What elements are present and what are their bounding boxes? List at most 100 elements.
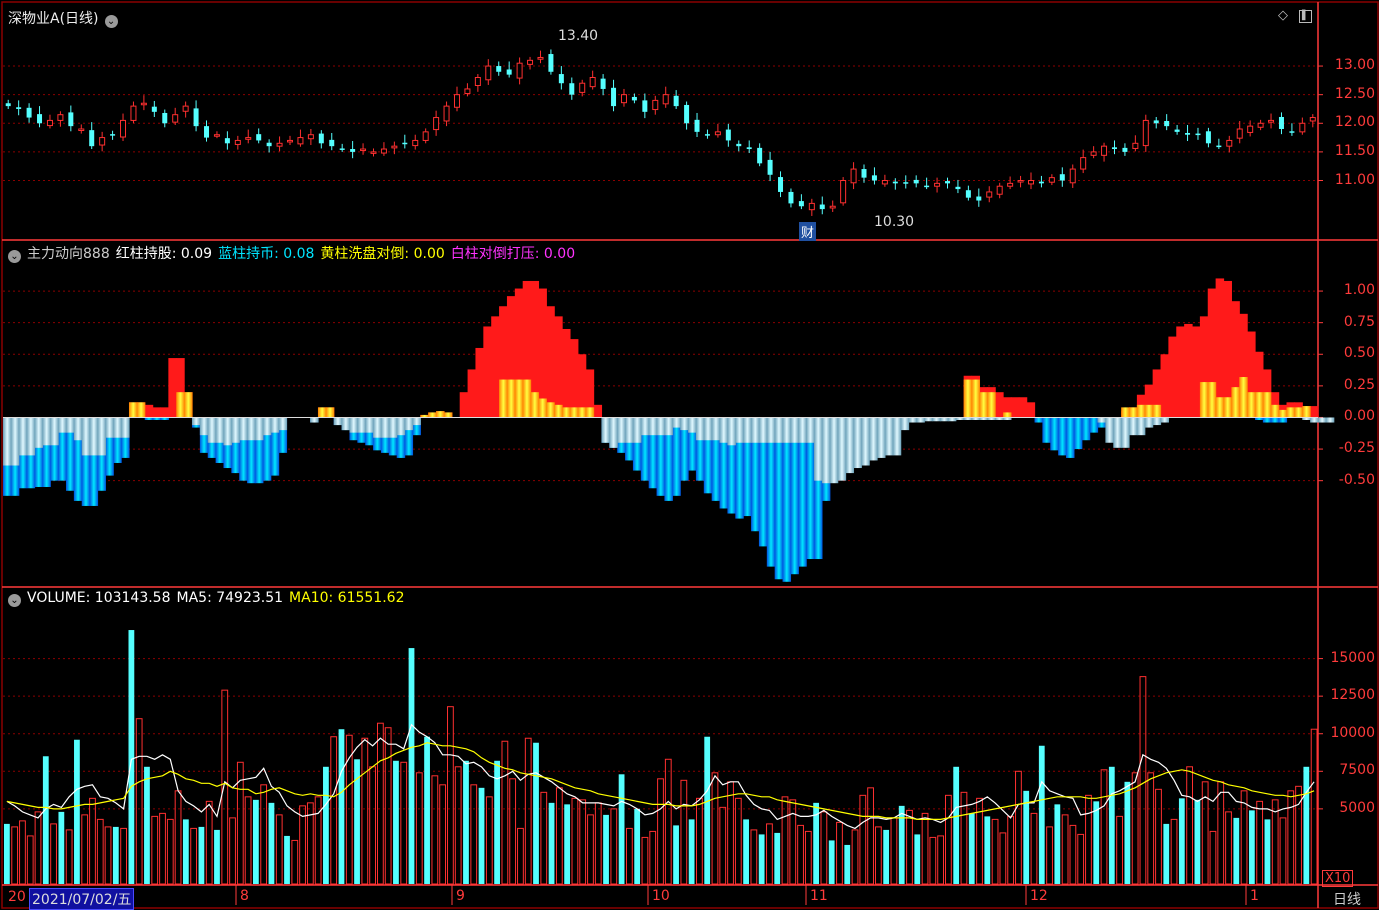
- white-bar: [310, 417, 319, 423]
- blue-bar: [806, 417, 815, 560]
- blue-bar: [1278, 417, 1288, 423]
- candle-body: [1080, 157, 1087, 170]
- dropdown-icon[interactable]: ⌄: [8, 250, 21, 263]
- window-toggle-icon[interactable]: ▌: [1299, 10, 1312, 23]
- candle-body: [1007, 182, 1014, 187]
- candle-body: [443, 105, 450, 122]
- candle-body: [1226, 139, 1233, 147]
- volume-bar: [1201, 781, 1209, 885]
- candle-body: [245, 137, 252, 140]
- white-bar: [404, 417, 414, 431]
- white-bar: [373, 417, 382, 438]
- white-bar: [814, 417, 823, 481]
- volume-bar: [664, 758, 672, 885]
- volume-field: MA10: 61551.62: [289, 590, 405, 606]
- white-bar: [908, 417, 918, 423]
- volume-bar: [151, 815, 159, 885]
- candle-body: [819, 204, 825, 210]
- volume-bar: [774, 832, 781, 884]
- yellow-bar: [1144, 404, 1154, 418]
- blue-bar: [711, 417, 721, 501]
- volume-bar: [587, 814, 594, 885]
- candle-body: [589, 77, 596, 88]
- volume-bar: [1100, 769, 1108, 885]
- volume-bar: [424, 736, 430, 884]
- candle-body: [110, 134, 116, 136]
- volume-bar: [384, 727, 392, 885]
- white-bar: [656, 417, 666, 436]
- dropdown-icon[interactable]: ⌄: [8, 594, 21, 607]
- red-bar: [1310, 406, 1319, 418]
- volume-bar: [275, 814, 283, 885]
- volume-bar: [345, 734, 353, 885]
- volume-bar: [214, 829, 220, 884]
- volume-bar: [135, 718, 143, 885]
- volume-bar: [1178, 798, 1185, 884]
- candle-body: [120, 119, 127, 138]
- candle-body: [26, 107, 32, 118]
- white-bar: [58, 417, 67, 433]
- white-bar: [1097, 417, 1106, 423]
- candle-body: [204, 126, 210, 138]
- diamond-icon[interactable]: ◇: [1278, 8, 1288, 23]
- dropdown-icon[interactable]: ⌄: [104, 15, 118, 28]
- volume-bar: [1030, 812, 1038, 885]
- yellow-bar: [1278, 409, 1288, 418]
- white-bar: [105, 417, 114, 438]
- volume-bar: [1209, 830, 1217, 885]
- blue-bar: [632, 417, 642, 471]
- volume-bar: [463, 760, 469, 884]
- volume-bar: [159, 812, 166, 885]
- candle-body: [1299, 122, 1306, 133]
- period-label[interactable]: 日线: [1333, 892, 1361, 908]
- finance-tag[interactable]: 财: [799, 222, 817, 241]
- candle-body: [402, 142, 408, 145]
- volume-axis-label: 7500: [1339, 762, 1375, 779]
- volume-bar: [804, 830, 812, 885]
- candle-body: [213, 134, 220, 137]
- white-bar: [26, 417, 36, 456]
- blue-bar: [640, 417, 650, 481]
- white-bar: [735, 417, 744, 443]
- red-bar: [506, 296, 516, 418]
- white-bar: [995, 417, 1004, 420]
- candle-body: [714, 131, 721, 136]
- volume-bar: [883, 829, 890, 884]
- candle-body: [224, 138, 230, 144]
- volume-bar: [205, 800, 213, 885]
- volume-bar: [268, 802, 275, 884]
- volume-bar: [890, 817, 898, 885]
- white-bar: [766, 417, 776, 443]
- red-bar: [491, 316, 500, 418]
- blue-bar: [34, 417, 43, 487]
- candle-body: [46, 119, 53, 127]
- white-bar: [1136, 417, 1146, 436]
- candle-body: [485, 65, 492, 81]
- volume-bar: [485, 796, 493, 885]
- white-bar: [396, 417, 406, 436]
- volume-bar: [1170, 818, 1178, 885]
- yellow-bar: [1136, 404, 1146, 418]
- white-bar: [18, 417, 28, 456]
- volume-bar: [1116, 815, 1123, 885]
- blue-bar: [782, 417, 792, 582]
- volume-bar: [711, 772, 719, 885]
- volume-bar: [96, 818, 104, 885]
- volume-bar: [603, 814, 609, 884]
- candle-body: [892, 181, 898, 184]
- white-bar: [10, 417, 20, 466]
- volume-bar: [120, 827, 127, 885]
- yellow-bar: [569, 407, 579, 418]
- yellow-bar: [1247, 392, 1256, 418]
- candle-body: [736, 143, 742, 147]
- yellow-bar: [420, 414, 429, 418]
- red-bar: [1152, 369, 1162, 418]
- white-bar: [113, 417, 122, 438]
- candle-body: [391, 145, 398, 149]
- volume-bar: [1155, 788, 1162, 885]
- yellow-bar: [1199, 382, 1209, 418]
- white-bar: [916, 417, 925, 423]
- blue-bar: [680, 417, 689, 481]
- volume-bar: [221, 689, 229, 885]
- candle-body: [140, 102, 147, 106]
